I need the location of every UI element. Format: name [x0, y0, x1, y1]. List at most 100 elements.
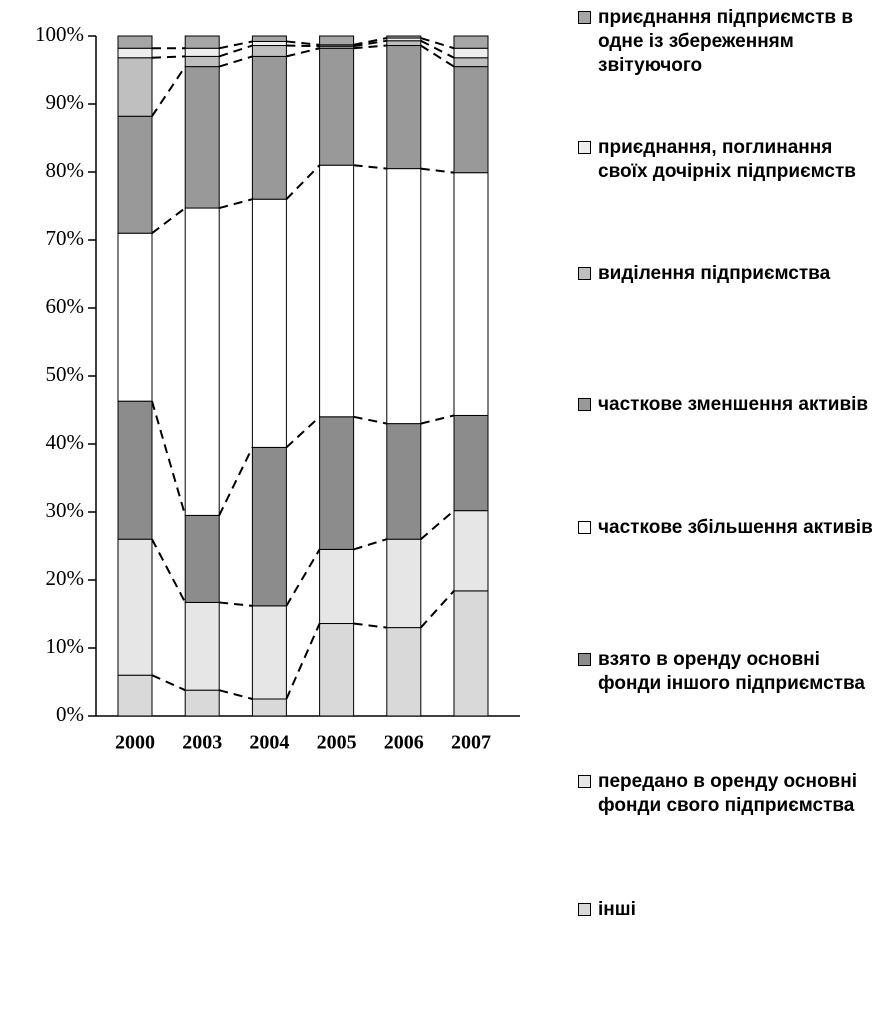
bar-segment [251, 698, 287, 717]
connector [353, 538, 388, 551]
bar-segment [184, 55, 220, 68]
y-tick-label: 80% [46, 158, 85, 182]
connector [218, 689, 253, 700]
connector [420, 167, 455, 174]
connector [285, 623, 321, 700]
y-tick-label: 70% [46, 226, 85, 250]
connector [420, 39, 455, 59]
legend-label: взято в оренду основні фонди іншого підп… [598, 649, 865, 694]
legend-entry: взято в оренду основні фонди іншого підп… [578, 648, 873, 696]
legend-label: передано в оренду основні фонди свого пі… [598, 771, 857, 816]
legend-entry: передано в оренду основні фонди свого пі… [578, 770, 873, 818]
bar-segment [386, 423, 422, 540]
bar-segment [319, 416, 355, 550]
legend-label: часткове зменшення активів [598, 394, 869, 415]
legend-entry: часткове збільшення активів [578, 516, 873, 540]
legend-entry: виділення підприємства [578, 262, 873, 286]
legend-label: приєднання підприємств в одне із збереже… [598, 7, 854, 76]
x-tick-label: 2007 [451, 732, 491, 754]
bar-segment [184, 66, 220, 209]
y-tick-label: 30% [46, 498, 85, 522]
bar-segment [386, 168, 422, 425]
connector [353, 37, 388, 46]
connector [353, 164, 387, 170]
connector [420, 44, 455, 68]
bar-segment [251, 605, 287, 700]
connector [218, 55, 253, 68]
bar-segment [319, 548, 355, 625]
bar-segment [251, 55, 287, 200]
bar-segment [117, 35, 153, 49]
y-tick-label: 90% [46, 90, 85, 114]
connector [420, 37, 455, 50]
bar-segment [184, 47, 220, 57]
x-tick-label: 2004 [249, 732, 289, 754]
y-tick-label: 60% [46, 294, 85, 318]
bar-segment [117, 57, 153, 117]
bar-segment [386, 538, 422, 629]
connector [151, 66, 187, 117]
bar-segment [251, 198, 287, 448]
legend-label: виділення підприємства [598, 263, 831, 284]
connector [420, 590, 455, 629]
y-tick-label: 100% [35, 22, 84, 46]
connector [151, 400, 187, 516]
legend-swatch [578, 398, 591, 411]
bar-segment [386, 45, 422, 170]
connector [353, 415, 388, 425]
bar-segment [319, 35, 355, 46]
bar-segment [453, 510, 489, 592]
legend-label: інші [598, 899, 636, 920]
legend-swatch [578, 11, 591, 24]
y-tick-label: 40% [46, 430, 85, 454]
bar-segment [319, 623, 355, 717]
bar-segment [184, 514, 220, 603]
connector [420, 414, 455, 425]
bar-segment [251, 40, 287, 47]
bar-segment [117, 674, 153, 717]
connector [151, 55, 186, 59]
bar-segment [319, 47, 355, 166]
legend-label: приєднання, поглинання своїх дочірніх пі… [598, 137, 856, 182]
bar-segment [251, 35, 287, 42]
connector [151, 674, 186, 692]
connector [219, 601, 253, 607]
bar-segment [453, 35, 489, 49]
bar-segment [117, 115, 153, 234]
bar-segment [386, 40, 422, 47]
bar-segment [184, 689, 220, 717]
legend-swatch [578, 653, 591, 666]
legend-entry: інші [578, 898, 873, 922]
connector [151, 538, 187, 603]
y-tick-label: 10% [46, 634, 85, 658]
connector [353, 622, 387, 629]
bar-segment [117, 232, 153, 402]
connector [353, 44, 387, 50]
bar-segment [117, 538, 153, 676]
bar-segment [117, 400, 153, 540]
connector [218, 446, 254, 516]
x-tick-label: 2006 [384, 732, 424, 754]
bar-segment [453, 66, 489, 174]
bar-segment [453, 172, 489, 416]
x-tick-label: 2003 [182, 732, 222, 754]
x-tick-label: 2000 [115, 732, 155, 754]
legend-swatch [578, 141, 591, 154]
legend-entry: часткове зменшення активів [578, 393, 873, 417]
legend-swatch [578, 521, 591, 534]
bar-segment [319, 164, 355, 418]
legend-entry: приєднання, поглинання своїх дочірніх пі… [578, 136, 873, 184]
legend-swatch [578, 903, 591, 916]
bar-segment [386, 627, 422, 717]
connector [286, 44, 320, 48]
connector [420, 509, 455, 540]
bar-segment [453, 590, 489, 717]
connector [286, 47, 320, 58]
bar-segment [184, 601, 220, 691]
y-tick-label: 50% [46, 362, 85, 386]
bar-segment [453, 414, 489, 512]
bar-segment [251, 45, 287, 57]
y-tick-label: 0% [56, 702, 84, 726]
